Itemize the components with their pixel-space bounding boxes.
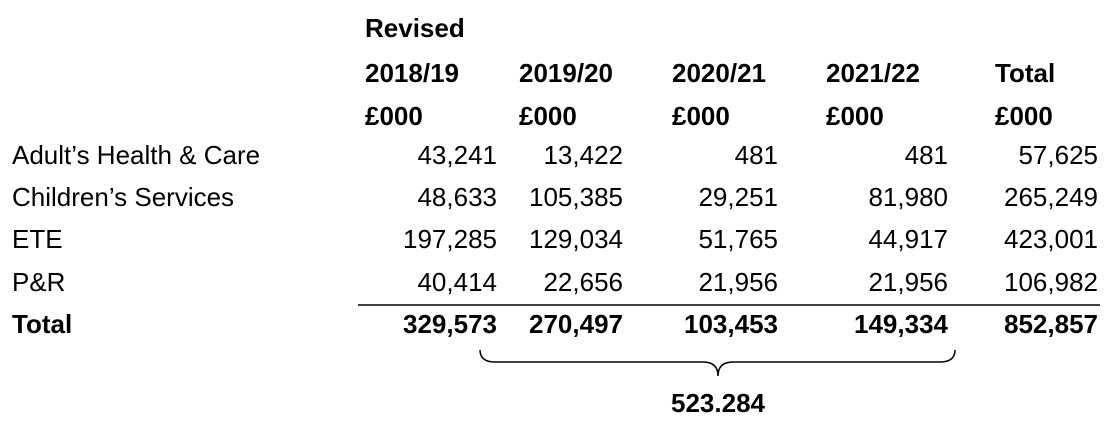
cell: 852,857 xyxy=(1004,309,1098,339)
brace xyxy=(479,349,956,377)
cell: 423,001 xyxy=(1004,224,1098,254)
column-header: £000 xyxy=(826,101,884,131)
cell: 103,453 xyxy=(684,309,778,339)
cell: 40,414 xyxy=(417,267,497,297)
cell: 197,285 xyxy=(403,224,497,254)
cell: 22,656 xyxy=(543,267,623,297)
row-label: P&R xyxy=(12,267,65,297)
cell: 21,956 xyxy=(698,267,778,297)
column-header: £000 xyxy=(995,101,1053,131)
column-header: Total xyxy=(995,58,1055,88)
cell: 21,956 xyxy=(868,267,948,297)
cell: 57,625 xyxy=(1018,140,1098,170)
column-header: £000 xyxy=(519,101,577,131)
column-header: £000 xyxy=(365,101,423,131)
column-header: 2018/19 xyxy=(365,58,459,88)
row-label: Total xyxy=(12,309,72,339)
cell: 13,422 xyxy=(543,140,623,170)
cell: 270,497 xyxy=(529,309,623,339)
brace-label: 523.284 xyxy=(671,388,766,418)
column-header: £000 xyxy=(672,101,730,131)
column-header: Revised xyxy=(365,13,465,43)
column-header: 2021/22 xyxy=(826,58,920,88)
row-label: ETE xyxy=(12,224,63,254)
cell: 129,034 xyxy=(529,224,623,254)
cell: 149,334 xyxy=(854,309,949,339)
cell: 265,249 xyxy=(1004,182,1098,212)
column-header: 2020/21 xyxy=(672,58,766,88)
cell: 43,241 xyxy=(417,140,497,170)
cell: 44,917 xyxy=(868,224,948,254)
row-label: Adult’s Health & Care xyxy=(12,140,260,170)
cell: 81,980 xyxy=(868,182,948,212)
cell: 329,573 xyxy=(403,309,497,339)
row-label: Children’s Services xyxy=(12,182,234,212)
cell: 481 xyxy=(735,140,778,170)
cell: 106,982 xyxy=(1004,267,1098,297)
cell: 29,251 xyxy=(698,182,778,212)
cell: 51,765 xyxy=(698,224,778,254)
cell: 48,633 xyxy=(417,182,497,212)
column-header: 2019/20 xyxy=(519,58,613,88)
cell: 105,385 xyxy=(529,182,623,212)
cell: 481 xyxy=(905,140,948,170)
